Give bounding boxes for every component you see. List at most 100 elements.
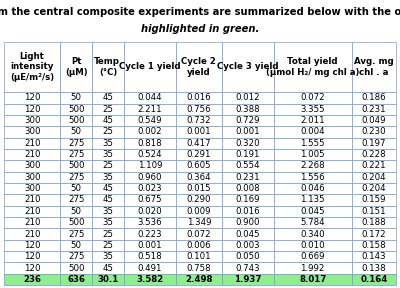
Text: 0.669: 0.669 xyxy=(300,252,325,261)
Text: 5.784: 5.784 xyxy=(300,218,325,227)
Text: 30.1: 30.1 xyxy=(98,275,119,284)
Text: 0.960: 0.960 xyxy=(138,173,162,182)
Text: 35: 35 xyxy=(103,218,114,227)
Text: 210: 210 xyxy=(24,230,40,238)
Text: 0.101: 0.101 xyxy=(186,252,211,261)
Text: 0.524: 0.524 xyxy=(138,150,162,159)
Text: 0.050: 0.050 xyxy=(236,252,260,261)
Text: 0.016: 0.016 xyxy=(186,93,211,102)
Text: 0.291: 0.291 xyxy=(186,150,211,159)
Text: 210: 210 xyxy=(24,218,40,227)
Text: 120: 120 xyxy=(24,252,40,261)
Text: 35: 35 xyxy=(103,139,114,148)
Text: 0.072: 0.072 xyxy=(300,93,325,102)
Text: 0.016: 0.016 xyxy=(236,207,260,216)
Text: 0.230: 0.230 xyxy=(362,127,386,137)
Text: 0.549: 0.549 xyxy=(138,116,162,125)
Text: 0.758: 0.758 xyxy=(186,264,211,273)
Text: 0.151: 0.151 xyxy=(362,207,386,216)
Text: 2.498: 2.498 xyxy=(185,275,212,284)
Text: 0.900: 0.900 xyxy=(236,218,260,227)
Text: 0.675: 0.675 xyxy=(138,196,162,204)
Text: 0.223: 0.223 xyxy=(138,230,162,238)
Text: 120: 120 xyxy=(24,93,40,102)
Text: 275: 275 xyxy=(68,230,84,238)
Text: 0.159: 0.159 xyxy=(362,196,386,204)
Text: 0.169: 0.169 xyxy=(236,196,260,204)
Text: 0.015: 0.015 xyxy=(186,184,211,193)
Text: 0.204: 0.204 xyxy=(362,173,386,182)
Text: 0.231: 0.231 xyxy=(362,105,386,114)
Text: 25: 25 xyxy=(103,162,114,170)
Text: 1.937: 1.937 xyxy=(234,275,262,284)
Text: 50: 50 xyxy=(71,127,82,137)
Text: 0.417: 0.417 xyxy=(186,139,211,148)
Text: 0.003: 0.003 xyxy=(236,241,260,250)
Text: 2.011: 2.011 xyxy=(300,116,325,125)
Text: 0.732: 0.732 xyxy=(186,116,211,125)
Text: 0.002: 0.002 xyxy=(138,127,162,137)
Text: 45: 45 xyxy=(103,196,114,204)
Text: 120: 120 xyxy=(24,264,40,273)
Text: 236: 236 xyxy=(23,275,41,284)
Text: Light
intensity
(μE/m²/s): Light intensity (μE/m²/s) xyxy=(10,52,54,82)
Text: 45: 45 xyxy=(103,93,114,102)
Text: 1.005: 1.005 xyxy=(300,150,325,159)
Text: 45: 45 xyxy=(103,184,114,193)
Text: 0.001: 0.001 xyxy=(138,241,162,250)
Text: 275: 275 xyxy=(68,196,84,204)
Text: 120: 120 xyxy=(24,105,40,114)
Text: 210: 210 xyxy=(24,207,40,216)
Text: 500: 500 xyxy=(68,105,84,114)
Text: 0.164: 0.164 xyxy=(360,275,388,284)
Text: 35: 35 xyxy=(103,207,114,216)
Text: 0.554: 0.554 xyxy=(236,162,260,170)
Text: 0.010: 0.010 xyxy=(300,241,325,250)
Text: 0.756: 0.756 xyxy=(186,105,211,114)
Text: 0.012: 0.012 xyxy=(236,93,260,102)
Text: 0.743: 0.743 xyxy=(236,264,260,273)
Text: 50: 50 xyxy=(71,207,82,216)
Text: 210: 210 xyxy=(24,139,40,148)
Text: highlighted in green.: highlighted in green. xyxy=(141,24,259,35)
Text: 300: 300 xyxy=(24,116,40,125)
Text: 35: 35 xyxy=(103,173,114,182)
Text: 2.268: 2.268 xyxy=(300,162,325,170)
Text: 45: 45 xyxy=(103,116,114,125)
Text: 0.143: 0.143 xyxy=(362,252,386,261)
Text: Temp.
(°C): Temp. (°C) xyxy=(94,57,123,77)
Text: 0.049: 0.049 xyxy=(362,116,386,125)
Text: 300: 300 xyxy=(24,173,40,182)
Text: 500: 500 xyxy=(68,116,84,125)
Text: 25: 25 xyxy=(103,241,114,250)
Text: 300: 300 xyxy=(24,184,40,193)
Text: 275: 275 xyxy=(68,150,84,159)
Text: 0.008: 0.008 xyxy=(236,184,260,193)
Text: 275: 275 xyxy=(68,252,84,261)
Text: 50: 50 xyxy=(71,184,82,193)
Text: 0.388: 0.388 xyxy=(236,105,260,114)
Text: 0.491: 0.491 xyxy=(138,264,162,273)
Text: 0.364: 0.364 xyxy=(186,173,211,182)
Text: 1.349: 1.349 xyxy=(186,218,211,227)
Text: 25: 25 xyxy=(103,230,114,238)
Text: 50: 50 xyxy=(71,241,82,250)
Text: 120: 120 xyxy=(24,241,40,250)
Text: 8.017: 8.017 xyxy=(299,275,326,284)
Text: 50: 50 xyxy=(71,93,82,102)
Text: 45: 45 xyxy=(103,264,114,273)
Text: 0.320: 0.320 xyxy=(236,139,260,148)
Text: 210: 210 xyxy=(24,150,40,159)
Text: Total yield
(μmol H₂/ mg chl a): Total yield (μmol H₂/ mg chl a) xyxy=(266,57,359,77)
Text: 0.045: 0.045 xyxy=(236,230,260,238)
Text: 0.290: 0.290 xyxy=(186,196,211,204)
Text: 1.109: 1.109 xyxy=(138,162,162,170)
Text: 0.197: 0.197 xyxy=(362,139,386,148)
Text: 500: 500 xyxy=(68,162,84,170)
Text: 0.818: 0.818 xyxy=(138,139,162,148)
Text: 0.045: 0.045 xyxy=(300,207,325,216)
Text: 1.992: 1.992 xyxy=(300,264,325,273)
Text: 3.355: 3.355 xyxy=(300,105,325,114)
Text: 0.221: 0.221 xyxy=(362,162,386,170)
Text: 0.729: 0.729 xyxy=(236,116,260,125)
